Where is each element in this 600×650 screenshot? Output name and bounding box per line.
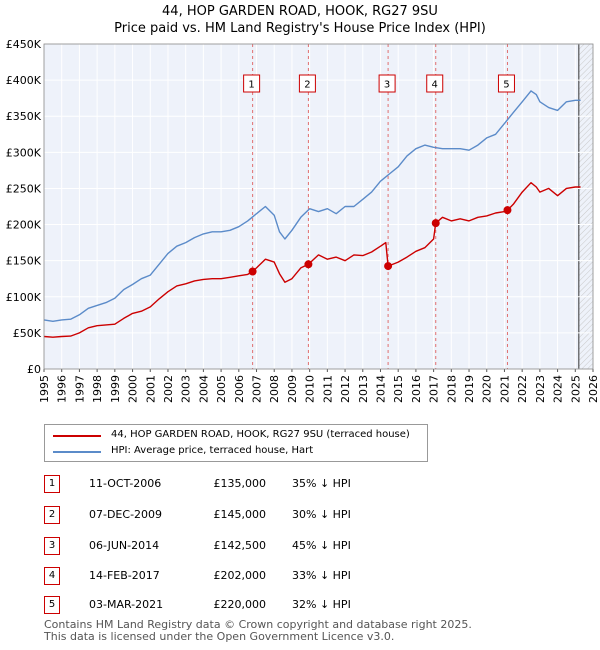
sale-point	[384, 262, 393, 271]
x-tick-label: 2022	[516, 375, 529, 403]
table-row: 5 03-MAR-2021 £220,000 32% ↓ HPI	[44, 596, 444, 614]
x-tick-label: 1995	[38, 375, 51, 403]
x-tick-label: 2003	[180, 375, 193, 403]
x-tick-label: 2000	[127, 375, 140, 403]
footer-licence: This data is licensed under the Open Gov…	[44, 630, 395, 643]
y-tick-label: £0	[27, 363, 41, 376]
sale-number-badge: 2	[44, 506, 60, 524]
sale-point	[248, 267, 257, 276]
x-tick-label: 2012	[339, 375, 352, 403]
y-tick-label: £250K	[6, 182, 42, 195]
y-tick-label: £450K	[6, 38, 42, 51]
plot-area	[44, 44, 593, 369]
x-tick-label: 2002	[162, 375, 175, 403]
sale-date: 14-FEB-2017	[89, 569, 160, 582]
x-tick-label: 2008	[268, 375, 281, 403]
table-row: 4 14-FEB-2017 £202,000 33% ↓ HPI	[44, 567, 444, 585]
sale-date: 07-DEC-2009	[89, 508, 163, 521]
x-tick-label: 2004	[197, 375, 210, 403]
sale-number-label: 3	[384, 80, 390, 91]
x-tick-label: 2018	[445, 375, 458, 403]
y-tick-label: £150K	[6, 255, 42, 268]
x-tick-label: 2009	[286, 375, 299, 403]
x-tick-label: 2005	[215, 375, 228, 403]
footer-copyright: Contains HM Land Registry data © Crown c…	[44, 618, 472, 631]
sale-hpi-diff: 32% ↓ HPI	[292, 598, 351, 611]
legend-swatch-hpi	[53, 451, 101, 453]
y-tick-label: £100K	[6, 291, 42, 304]
y-tick-label: £50K	[13, 327, 42, 340]
x-tick-label: 1999	[109, 375, 122, 403]
sale-number-badge: 5	[44, 596, 60, 614]
sale-number-box	[497, 74, 515, 93]
sale-number-badge: 3	[44, 537, 60, 555]
chart-title: 44, HOP GARDEN ROAD, HOOK, RG27 9SU	[162, 4, 438, 19]
table-row: 3 06-JUN-2014 £142,500 45% ↓ HPI	[44, 537, 444, 555]
sale-price: £202,000	[213, 569, 267, 582]
sale-number-box	[243, 74, 261, 93]
x-tick-label: 2013	[357, 375, 370, 403]
sale-date: 11-OCT-2006	[89, 477, 162, 490]
x-tick-label: 1998	[91, 375, 104, 403]
table-row: 1 11-OCT-2006 £135,000 35% ↓ HPI	[44, 475, 444, 493]
x-tick-label: 2024	[552, 375, 565, 403]
sale-number-label: 4	[432, 80, 438, 91]
x-tick-label: 2001	[144, 375, 157, 403]
x-tick-label: 1996	[56, 375, 69, 403]
x-tick-label: 2020	[481, 375, 494, 403]
legend-label-hpi: HPI: Average price, terraced house, Hart	[111, 445, 314, 456]
x-tick-label: 2019	[463, 375, 476, 403]
sale-price: £145,000	[213, 508, 267, 521]
x-tick-label: 2021	[498, 375, 511, 403]
sale-number-box	[378, 74, 396, 93]
sale-hpi-diff: 35% ↓ HPI	[292, 477, 351, 490]
plot-frame	[43, 43, 594, 370]
x-tick-label: 2026	[587, 375, 600, 403]
sale-point	[503, 206, 512, 215]
sale-number-badge: 1	[44, 475, 60, 493]
chart-legend: 44, HOP GARDEN ROAD, HOOK, RG27 9SU (ter…	[44, 424, 428, 462]
x-tick-label: 2011	[321, 375, 334, 403]
sale-price: £142,500	[213, 539, 267, 552]
property-series-line	[43, 181, 581, 338]
y-tick-label: £300K	[6, 146, 42, 159]
price-chart: £0 £50K £100K £150K £200K £250K £300K £350K £400…	[6, 38, 600, 403]
x-tick-label: 2025	[569, 375, 582, 403]
y-tick-label: £200K	[6, 219, 42, 232]
sale-number-label: 2	[304, 80, 310, 91]
x-tick-label: 2017	[428, 375, 441, 403]
sale-price: £135,000	[213, 477, 267, 490]
x-tick-label: 2023	[534, 375, 547, 403]
legend-swatch-property	[53, 435, 101, 437]
x-tick-label: 2016	[410, 375, 423, 403]
sale-date: 06-JUN-2014	[89, 539, 160, 552]
sale-number-box	[298, 74, 316, 93]
y-tick-label: £350K	[6, 110, 42, 123]
footer-attribution: Contains HM Land Registry data © Crown c…	[44, 619, 472, 643]
sale-date: 03-MAR-2021	[89, 598, 164, 611]
sale-number-box	[426, 74, 444, 93]
x-tick-label: 1997	[73, 375, 86, 403]
x-tick-label: 2006	[233, 375, 246, 403]
x-tick-label: 2015	[392, 375, 405, 403]
sale-hpi-diff: 45% ↓ HPI	[292, 539, 351, 552]
sale-number-badge: 4	[44, 567, 60, 585]
sale-hpi-diff: 30% ↓ HPI	[292, 508, 351, 521]
sale-hpi-diff: 33% ↓ HPI	[292, 569, 351, 582]
x-tick-label: 2007	[251, 375, 264, 403]
sale-point	[431, 219, 440, 228]
sale-price: £220,000	[213, 598, 267, 611]
legend-label-property: 44, HOP GARDEN ROAD, HOOK, RG27 9SU (ter…	[111, 429, 410, 440]
y-tick-label: £400K	[6, 74, 42, 87]
hpi-series-line	[43, 90, 581, 322]
x-tick-label: 2014	[374, 375, 387, 403]
x-tick-label: 2010	[304, 375, 317, 403]
table-row: 2 07-DEC-2009 £145,000 30% ↓ HPI	[44, 506, 444, 524]
chart-subtitle: Price paid vs. HM Land Registry's House …	[114, 21, 486, 36]
sale-number-label: 1	[248, 80, 254, 91]
sale-point	[304, 260, 313, 269]
forecast-hatch-region	[578, 44, 593, 369]
sale-number-label: 5	[503, 80, 509, 91]
